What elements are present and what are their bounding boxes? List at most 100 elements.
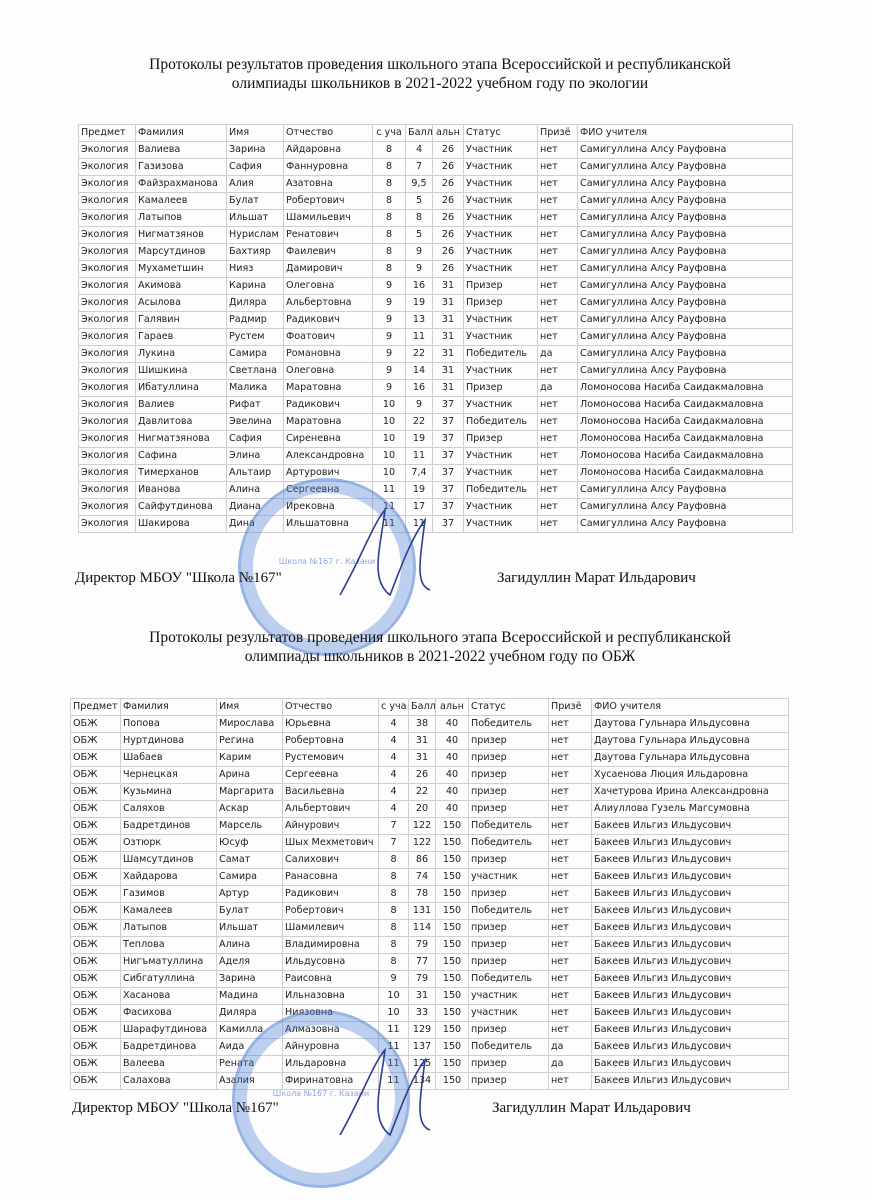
table-cell: Фасихова — [120, 1004, 217, 1022]
table-cell: 31 — [408, 749, 436, 767]
table-cell: Регина — [216, 732, 283, 750]
table-cell: Самигуллина Алсу Рауфовна — [577, 141, 793, 159]
table-cell: ОБЖ — [70, 936, 121, 954]
table-cell: ОБЖ — [70, 1055, 121, 1073]
table-cell: Айдаровна — [283, 141, 373, 159]
column-header: Фамилия — [120, 698, 217, 716]
table-cell: Радикович — [282, 885, 379, 903]
table-cell: Карина — [226, 277, 284, 295]
table-cell: Альтаир — [226, 464, 284, 482]
table-cell: 150 — [435, 987, 469, 1005]
table-cell: Кузьмина — [120, 783, 217, 801]
table-cell: 31 — [408, 987, 436, 1005]
table-cell: 4 — [378, 715, 409, 733]
table-cell: Булат — [216, 902, 283, 920]
table-cell: 10 — [372, 396, 406, 414]
table-cell: Рустем — [226, 328, 284, 346]
table-row: Экология Валиева Зарина Айдаровна 8 4 26 Участн… — [78, 141, 793, 159]
table-cell: Бакеев Ильгиз Ильдусович — [591, 987, 789, 1005]
table-cell: Призер — [463, 277, 538, 295]
table-cell: Экология — [78, 209, 136, 227]
table-cell: нет — [548, 817, 592, 835]
table-cell: нет — [537, 498, 578, 516]
table-cell: Бакеев Ильгиз Ильдусович — [591, 1004, 789, 1022]
table-cell: Шабаев — [120, 749, 217, 767]
table-cell: Призер — [463, 430, 538, 448]
table-cell: 86 — [408, 851, 436, 869]
table-cell: да — [548, 1055, 592, 1073]
table-cell: Сайфутдинова — [135, 498, 227, 516]
table-cell: 16 — [405, 379, 433, 397]
table-cell: нет — [537, 294, 578, 312]
table-cell: Самигуллина Алсу Рауфовна — [577, 243, 793, 261]
table-cell: 10 — [378, 1004, 409, 1022]
table-cell: Даутова Гульнара Ильдусовна — [591, 732, 789, 750]
table-cell: Победитель — [468, 817, 549, 835]
table-cell: Малика — [226, 379, 284, 397]
header-row: Предмет Фамилия Имя Отчество с уча Балл альн Ст… — [78, 124, 793, 142]
table-cell: Экология — [78, 413, 136, 431]
table-cell: Экология — [78, 464, 136, 482]
table-cell: ОБЖ — [70, 1038, 121, 1056]
table-cell: да — [537, 379, 578, 397]
table-cell: Самигуллина Алсу Рауфовна — [577, 294, 793, 312]
table-cell: Камалеев — [120, 902, 217, 920]
header-row: Предмет Фамилия Имя Отчество с уча Балл альн Ст… — [70, 698, 789, 716]
table-cell: нет — [537, 464, 578, 482]
table-cell: Азатовна — [283, 175, 373, 193]
column-header: альн — [435, 698, 469, 716]
table-row: ОБЖ Бадретдинов Марсель Айнурович 7 122 150 Поб… — [70, 817, 789, 835]
table-cell: Айнурович — [282, 817, 379, 835]
table-cell: Экология — [78, 294, 136, 312]
table-cell: 150 — [435, 902, 469, 920]
table-cell: Олеговна — [283, 362, 373, 380]
table-cell: нет — [548, 732, 592, 750]
table-cell: Фаннуровна — [283, 158, 373, 176]
table-cell: Теплова — [120, 936, 217, 954]
table-cell: Бакеев Ильгиз Ильдусович — [591, 1072, 789, 1090]
table-cell: ОБЖ — [70, 834, 121, 852]
column-header: Призё — [548, 698, 592, 716]
table-row: ОБЖ Шамсутдинов Самат Салихович 8 86 150 призер… — [70, 851, 789, 869]
title-line-1: Протоколы результатов проведения школьно… — [149, 56, 731, 73]
table-cell: Участник — [463, 464, 538, 482]
table-cell: нет — [548, 766, 592, 784]
table-cell: Романовна — [283, 345, 373, 363]
table-cell: 79 — [408, 970, 436, 988]
table-cell: Валиев — [135, 396, 227, 414]
table-cell: Участник — [463, 141, 538, 159]
table-cell: нет — [548, 1021, 592, 1039]
table-cell: Озтюрк — [120, 834, 217, 852]
column-header: Статус — [463, 124, 538, 142]
table-cell: Ломоносова Насиба Саидакмаловна — [577, 396, 793, 414]
table-cell: Газимов — [120, 885, 217, 903]
table-cell: 74 — [408, 868, 436, 886]
table-cell: Гараев — [135, 328, 227, 346]
table-cell: 4 — [405, 141, 433, 159]
table-cell: Альбертовна — [283, 294, 373, 312]
table-row: ОБЖ Сибгатуллина Зарина Раисовна 9 79 150 Побед… — [70, 970, 789, 988]
table-cell: Экология — [78, 430, 136, 448]
table-cell: Бакеев Ильгиз Ильдусович — [591, 817, 789, 835]
table-cell: Раисовна — [282, 970, 379, 988]
table-cell: Самигуллина Алсу Рауфовна — [577, 328, 793, 346]
table-cell: нет — [548, 987, 592, 1005]
table-cell: Файзрахманова — [135, 175, 227, 193]
table-cell: Шых Мехметович — [282, 834, 379, 852]
table-cell: 8 — [378, 851, 409, 869]
table-cell: Мирослава — [216, 715, 283, 733]
table-row: ОБЖ Камалеев Булат Робертович 8 131 150 Победит… — [70, 902, 789, 920]
table-cell: 131 — [408, 902, 436, 920]
table-cell: 26 — [432, 209, 464, 227]
table-row: Экология Газизова Сафия Фаннуровна 8 7 26 Участ… — [78, 158, 793, 176]
table-cell: 77 — [408, 953, 436, 971]
table-cell: 31 — [432, 345, 464, 363]
table-row: ОБЖ Саляхов Аскар Альбертович 4 20 40 призер нет… — [70, 800, 789, 818]
table-cell: Экология — [78, 379, 136, 397]
table-row: ОБЖ Чернецкая Арина Сергеевна 4 26 40 призер нет… — [70, 766, 789, 784]
table-cell: Галявин — [135, 311, 227, 329]
table-cell: Марсель — [216, 817, 283, 835]
table-cell: Бакеев Ильгиз Ильдусович — [591, 919, 789, 937]
table-cell: Газизова — [135, 158, 227, 176]
table-cell: Самигуллина Алсу Рауфовна — [577, 226, 793, 244]
